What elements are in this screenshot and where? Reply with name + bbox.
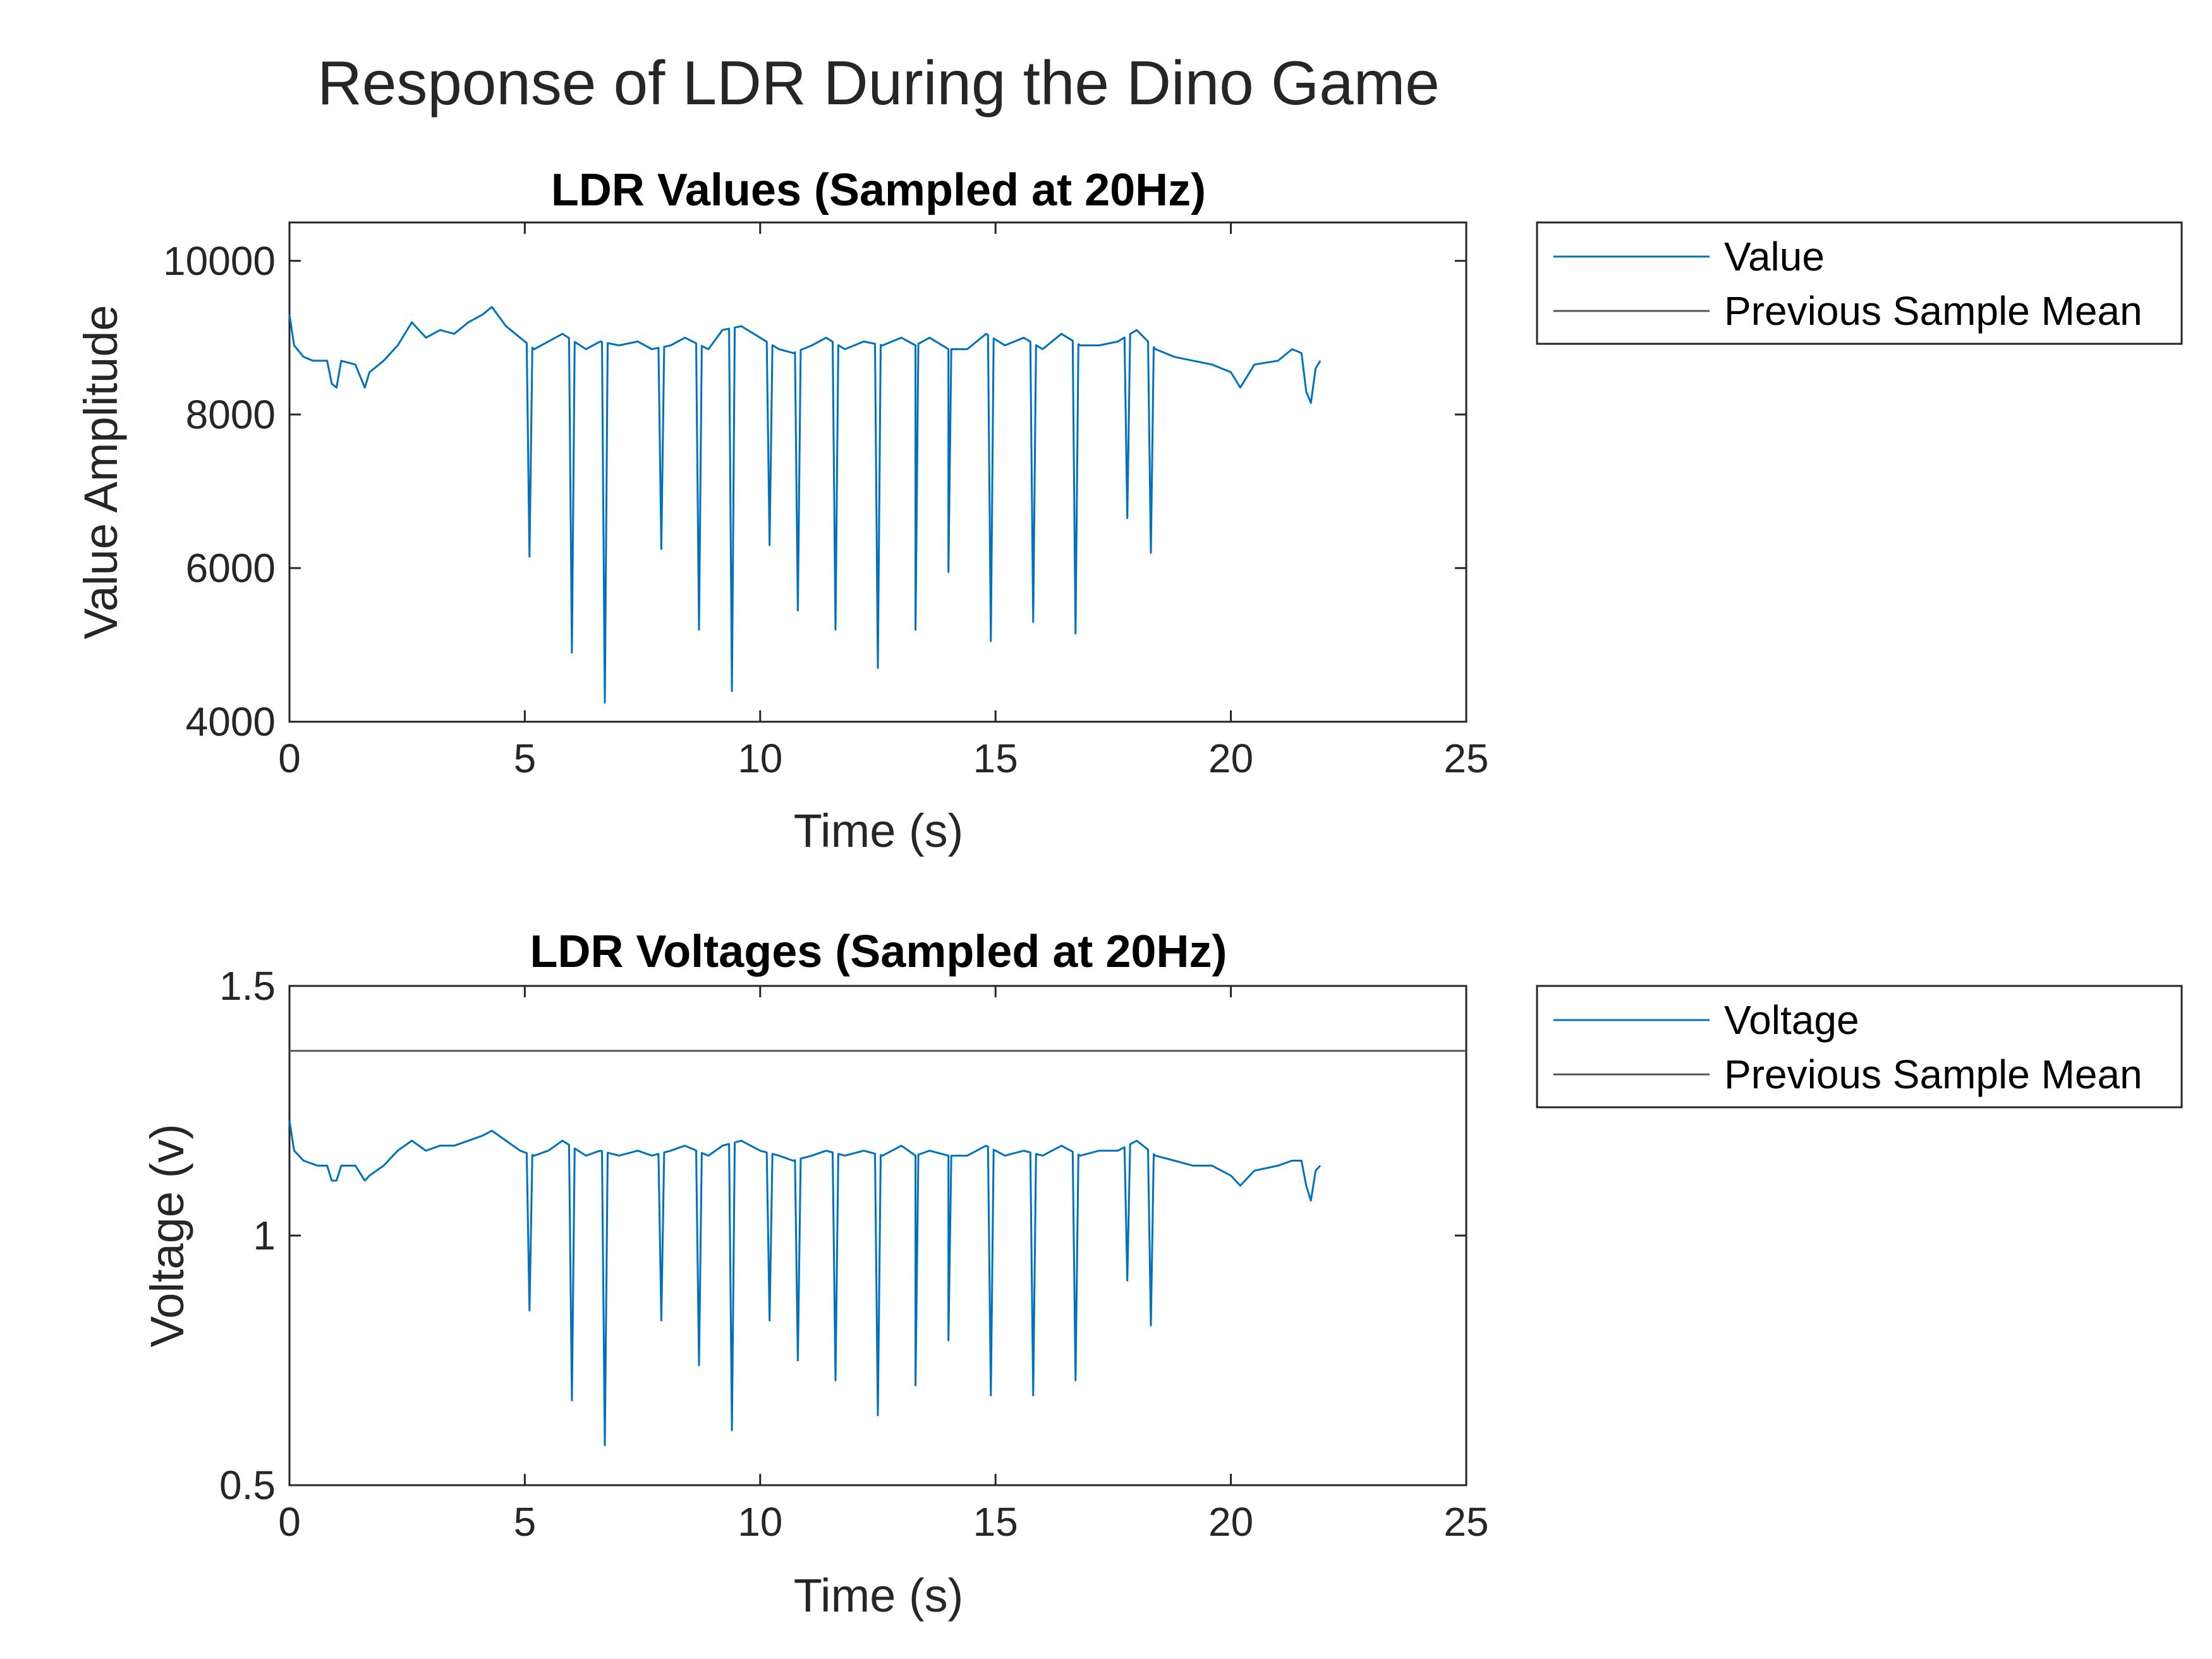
voltages-legend: Voltage Previous Sample Mean: [1536, 985, 2183, 1109]
values-legend: Value Previous Sample Mean: [1536, 221, 2183, 345]
values-plot-xlabel: Time (s): [794, 805, 964, 857]
voltages-xtick-label: 20: [1208, 1499, 1253, 1545]
values-ytick-label: 10000: [163, 238, 276, 284]
voltages-xtick-label: 5: [514, 1499, 537, 1545]
voltages-xtick-label: 0: [278, 1499, 301, 1545]
figure-title: Response of LDR During the Dino Game: [317, 48, 1440, 118]
voltages-plot-xlabel: Time (s): [794, 1569, 964, 1622]
values-xtick-label: 5: [514, 736, 537, 781]
values-xtick-label: 10: [738, 736, 782, 781]
voltages-ytick-label: 0.5: [219, 1462, 276, 1508]
values-legend-label-mean: Previous Sample Mean: [1724, 288, 2142, 334]
values-xtick-label: 15: [973, 736, 1018, 781]
voltages-plot-series: [288, 1050, 1466, 1447]
voltages-plot: LDR Voltages (Sampled at 20Hz) 0 5 10 15 20 2…: [141, 927, 2183, 1622]
values-plot-title: LDR Values (Sampled at 20Hz): [551, 165, 1206, 216]
values-plot-ticks: 0 5 10 15 20 25 4000 6000 8000 10000: [163, 222, 1489, 781]
values-plot-ylabel: Value Amplitude: [75, 305, 127, 639]
values-series-value: [288, 306, 1322, 704]
values-xtick-label: 0: [278, 736, 301, 781]
values-legend-label-value: Value: [1724, 234, 1825, 279]
voltages-plot-ylabel: Voltage (v): [141, 1124, 193, 1347]
voltages-series-voltage: [288, 1121, 1322, 1447]
values-plot: LDR Values (Sampled at 20Hz) 0 5 10 15 20 25 4…: [75, 165, 2183, 857]
values-ytick-label: 4000: [186, 699, 276, 744]
voltages-ytick-label: 1.5: [219, 963, 276, 1009]
values-xtick-label: 20: [1208, 736, 1253, 781]
voltages-plot-ticks: 0 5 10 15 20 25 0.5 1 1.5: [219, 963, 1489, 1545]
values-xtick-label: 25: [1443, 736, 1488, 781]
voltages-legend-label-voltage: Voltage: [1724, 997, 1859, 1043]
voltages-xtick-label: 25: [1443, 1499, 1488, 1545]
values-plot-series: [288, 306, 1322, 704]
voltages-xtick-label: 10: [738, 1499, 782, 1545]
voltages-legend-label-mean: Previous Sample Mean: [1724, 1052, 2142, 1097]
values-legend-box: [1536, 221, 2183, 345]
voltages-xtick-label: 15: [973, 1499, 1018, 1545]
voltages-legend-box: [1536, 985, 2183, 1109]
values-ytick-label: 8000: [186, 392, 276, 437]
voltages-ytick-label: 1: [253, 1213, 276, 1258]
voltages-plot-title: LDR Voltages (Sampled at 20Hz): [530, 927, 1227, 977]
values-ytick-label: 6000: [186, 545, 276, 591]
